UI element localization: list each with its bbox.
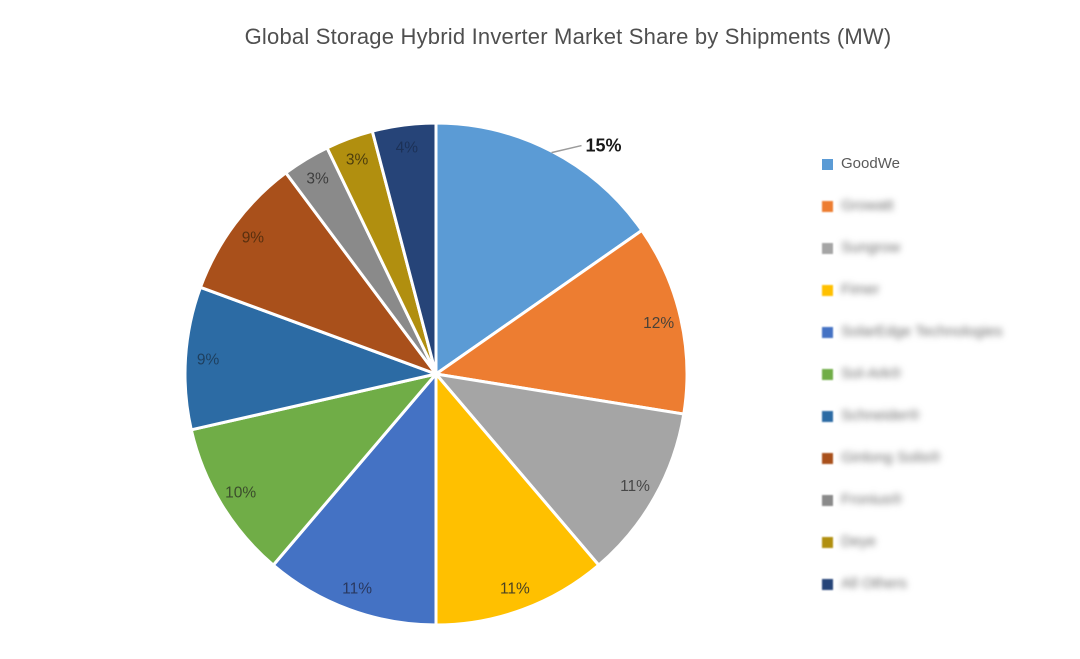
slice-label-schneider: 9% — [197, 351, 220, 368]
legend: GoodWe Growatt Sungrow Fimer SolarEdge Techn… — [822, 155, 1003, 617]
legend-swatch-icon — [822, 242, 833, 254]
legend-swatch-icon — [822, 410, 833, 422]
pie-slice-sungrow — [434, 372, 686, 567]
pie-slice-ginlong-solis — [198, 171, 438, 376]
slice-label-ginlong-solis: 9% — [242, 229, 265, 246]
slice-label-goodwe: 15% — [586, 136, 622, 156]
legend-swatch-icon — [822, 452, 833, 464]
legend-label: Fimer — [841, 281, 880, 298]
slice-label-sungrow: 11% — [620, 478, 650, 495]
legend-swatch-icon — [822, 158, 833, 170]
pie-chart-area: 15% 12% 11% 11% 11% 10% 9% 9% 3% 3% 4% — [156, 94, 716, 654]
legend-label: All Others — [841, 575, 907, 592]
slice-label-solaredge-technologies: 11% — [342, 580, 372, 597]
legend-item-ginlong-solis: Ginlong Solis® — [822, 449, 1003, 467]
legend-swatch-icon — [822, 284, 833, 296]
legend-swatch-icon — [822, 578, 833, 590]
legend-item-growatt: Growatt — [822, 197, 1003, 215]
legend-swatch-icon — [822, 368, 833, 380]
slice-label-sol-ark: 10% — [225, 484, 256, 501]
legend-label: Ginlong Solis® — [841, 449, 941, 466]
pie-slice-goodwe — [434, 121, 644, 376]
legend-swatch-icon — [822, 200, 833, 212]
legend-label: Growatt — [841, 197, 894, 214]
legend-item-sungrow: Sungrow — [822, 239, 1003, 257]
pie-slice-all-others — [370, 121, 438, 376]
legend-label: SolarEdge Technologies — [841, 323, 1003, 340]
legend-label: Sungrow — [841, 239, 901, 256]
legend-item-deye: Deye — [822, 533, 1003, 551]
pie-slice-growatt — [434, 228, 689, 416]
legend-item-solaredge-technologies: SolarEdge Technologies — [822, 323, 1003, 341]
pie-slice-fimer — [434, 372, 601, 627]
legend-label: Schneider® — [841, 407, 920, 424]
legend-swatch-icon — [822, 494, 833, 506]
slice-label-deye: 3% — [346, 152, 369, 169]
legend-item-goodwe: GoodWe — [822, 155, 1003, 173]
slice-label-growatt: 12% — [643, 315, 674, 332]
legend-item-sol-ark: Sol-Ark® — [822, 365, 1003, 383]
pie-slice-schneider — [183, 285, 438, 432]
legend-label: Fronius® — [841, 491, 903, 508]
legend-item-all-others: All Others — [822, 575, 1003, 593]
legend-item-fronius: Fronius® — [822, 491, 1003, 509]
slice-label-all-others: 4% — [396, 140, 419, 157]
pie-slice-sol-ark — [189, 372, 438, 567]
pie-chart: 15% 12% 11% 11% 11% 10% 9% 9% 3% 3% 4% — [183, 121, 689, 627]
legend-label: Sol-Ark® — [841, 365, 902, 382]
legend-item-fimer: Fimer — [822, 281, 1003, 299]
legend-swatch-icon — [822, 536, 833, 548]
slice-label-fronius: 3% — [306, 171, 329, 188]
legend-swatch-icon — [822, 326, 833, 338]
slice-label-fimer: 11% — [500, 580, 530, 597]
chart-title: Global Storage Hybrid Inverter Market Sh… — [244, 24, 892, 49]
legend-item-schneider: Schneider® — [822, 407, 1003, 425]
label-leader-line — [551, 144, 582, 154]
pie-slice-solaredge-technologies — [271, 372, 438, 627]
legend-label: Deye — [841, 533, 877, 550]
legend-label: GoodWe — [841, 155, 900, 172]
